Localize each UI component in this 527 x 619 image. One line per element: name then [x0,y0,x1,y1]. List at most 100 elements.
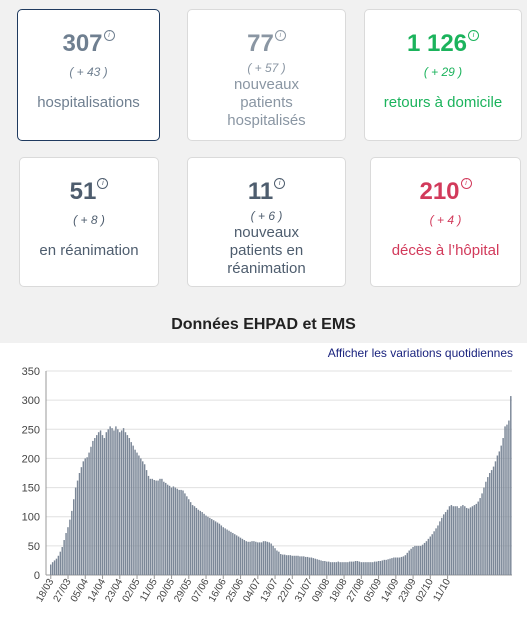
bar [429,536,432,575]
bar [494,461,497,575]
bar [487,477,489,575]
bar [435,528,437,575]
bar [82,461,85,575]
stat-label: décès à l’hôpital [391,242,500,259]
bar [467,508,470,575]
bar [446,509,449,575]
bar [76,480,79,575]
bar [262,541,265,575]
bar [132,445,134,575]
stat-card-deaths[interactable]: 210 i ( + 4 ) décès à l’hôpital [370,157,521,287]
bar [119,432,121,575]
stat-card-new-hospitalised[interactable]: 77 i ( + 57 ) nouveaux patients hospitali… [187,9,346,141]
bar [437,525,439,575]
bar [276,550,278,575]
bar [410,548,412,575]
info-icon[interactable]: i [103,30,115,41]
daily-variations-link[interactable]: Afficher les variations quotidiennes [327,346,513,360]
bar [107,429,109,575]
bar [128,438,131,575]
bar [393,557,395,575]
stat-card-returns-home[interactable]: 1 126 i ( + 29 ) retours à domicile [364,9,522,141]
stat-delta: ( + 8 ) [73,213,105,227]
bar [377,561,380,575]
bar [471,506,474,575]
y-tick-label: 250 [22,424,40,436]
bar [124,432,127,575]
bar [212,520,215,575]
bar [312,558,315,575]
bar [90,446,92,575]
bar [166,484,169,575]
bar [452,506,455,575]
bar [395,557,397,575]
bar [168,485,171,575]
bar [356,561,359,575]
y-tick-label: 300 [22,395,40,407]
bar [241,538,244,575]
bar [69,519,71,575]
bar [310,557,313,575]
bar [74,487,77,575]
bar [454,506,456,575]
bar [492,466,495,575]
bar [281,554,284,575]
bar [172,486,175,575]
chart-container: Afficher les variations quotidiennes 0 50… [0,343,527,619]
stat-label: hospitalisations [37,94,140,111]
bar [176,488,178,575]
info-icon[interactable]: i [468,30,480,41]
bar [134,449,136,575]
bar [211,519,213,575]
bar [207,516,209,575]
bar [249,541,251,575]
stat-card-icu[interactable]: 51 i ( + 8 ) en réanimation [19,157,159,287]
bar [274,548,276,575]
info-icon[interactable]: i [460,178,472,189]
bar [508,420,510,575]
bar-chart: 05010015020025030035018/0327/0305/0414/0… [22,366,512,604]
bar [350,561,353,575]
bar [295,555,297,575]
stat-delta: ( + 29 ) [423,65,463,79]
info-icon[interactable]: i [274,30,286,41]
bar [464,506,466,575]
bar [383,559,385,575]
bar [301,556,303,575]
stat-card-hospitalisations[interactable]: 307 i ( + 43 ) hospitalisations [17,9,160,141]
bar [163,481,165,575]
stat-value: 51 i [70,178,109,206]
bar [379,561,382,575]
bar [427,538,430,575]
bar [500,445,502,575]
bar [418,545,420,575]
bar [421,544,424,575]
bar [126,435,129,575]
bar [258,542,261,575]
info-icon[interactable]: i [97,178,109,189]
bar [423,542,426,575]
bar [465,507,468,575]
bar [103,438,106,575]
bar [170,487,173,575]
info-icon[interactable]: i [274,178,286,189]
stat-label: nouveaux patients en réanimation [227,224,306,277]
bar [506,424,508,575]
bar [67,527,69,575]
stat-card-new-icu[interactable]: 11 i ( + 6 ) nouveaux patients en réanima… [187,157,346,287]
bar [73,499,75,575]
stat-delta: ( + 6 ) [250,209,283,223]
bar [130,442,132,575]
bar [239,537,242,575]
bar [504,426,506,575]
bar [456,506,458,575]
bar [316,559,318,575]
bar [224,528,226,575]
bar [283,554,286,575]
bar [88,452,90,575]
bar [251,541,253,575]
bar [109,426,111,575]
bar [99,430,102,575]
bar [314,558,316,575]
bar [272,545,274,575]
